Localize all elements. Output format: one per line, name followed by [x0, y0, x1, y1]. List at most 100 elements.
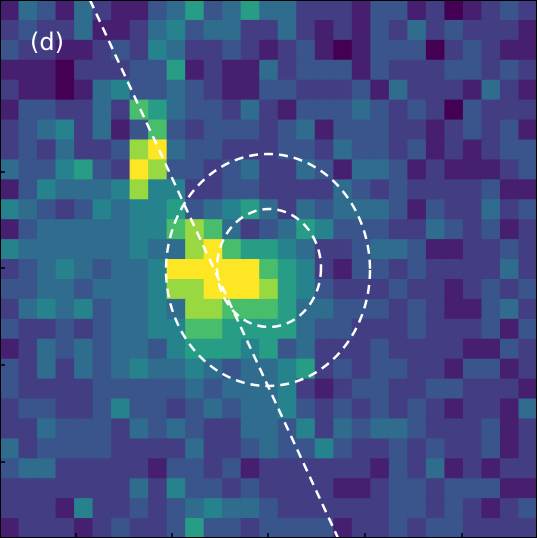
pixel-cell — [92, 259, 112, 280]
pixel-cell — [388, 19, 408, 41]
pixel-cell — [92, 99, 112, 121]
pixel-cell — [444, 318, 464, 340]
pixel-cell — [481, 518, 501, 538]
pixel-cell — [388, 338, 408, 360]
pixel-cell — [370, 438, 390, 459]
pixel-cell — [222, 478, 242, 499]
pixel-cell — [518, 378, 537, 400]
pixel-cell — [314, 438, 334, 459]
pixel-cell — [333, 478, 353, 499]
pixel-cell — [0, 59, 20, 81]
pixel-cell — [166, 298, 186, 320]
pixel-cell — [462, 378, 483, 400]
pixel-cell — [259, 19, 279, 41]
pixel-cell — [129, 159, 149, 180]
pixel-cell — [148, 179, 168, 200]
pixel-cell — [203, 119, 223, 141]
pixel-cell — [129, 239, 149, 260]
pixel-cell — [166, 239, 186, 260]
pixel-cell — [296, 19, 316, 41]
pixel-cell — [481, 219, 501, 240]
pixel-cell — [388, 39, 408, 61]
pixel-cell — [148, 418, 168, 439]
pixel-cell — [37, 219, 57, 240]
pixel-cell — [407, 19, 427, 41]
pixel-cell — [148, 398, 168, 420]
pixel-cell — [481, 79, 501, 101]
pixel-cell — [203, 159, 223, 180]
pixel-cell — [425, 199, 446, 220]
pixel-cell — [111, 498, 131, 519]
pixel-cell — [185, 199, 205, 220]
pixel-cell — [296, 0, 316, 21]
pixel-cell — [407, 239, 427, 260]
pixel-cell — [18, 119, 38, 141]
pixel-cell — [148, 99, 168, 121]
pixel-cell — [499, 458, 520, 479]
pixel-cell — [314, 239, 334, 260]
pixel-cell — [518, 498, 537, 519]
pixel-cell — [370, 338, 390, 360]
pixel-cell — [407, 478, 427, 499]
pixel-cell — [222, 458, 242, 479]
pixel-cell — [407, 139, 427, 161]
pixel-cell — [499, 259, 520, 280]
pixel-cell — [55, 139, 75, 161]
pixel-cell — [444, 518, 464, 538]
pixel-cell — [37, 418, 57, 439]
pixel-cell — [203, 139, 223, 161]
pixel-cell — [333, 498, 353, 519]
pixel-cell — [407, 418, 427, 439]
pixel-cell — [203, 378, 223, 400]
pixel-cell — [407, 338, 427, 360]
pixel-cell — [388, 79, 408, 101]
pixel-cell — [129, 298, 149, 320]
pixel-cell — [18, 0, 38, 21]
pixel-cell — [314, 79, 334, 101]
pixel-cell — [240, 119, 260, 141]
pixel-cell — [18, 478, 38, 499]
pixel-cell — [444, 139, 464, 161]
pixel-cell — [407, 458, 427, 479]
pixel-cell — [111, 259, 131, 280]
pixel-cell — [351, 239, 371, 260]
pixel-cell — [462, 159, 483, 180]
pixel-cell — [425, 79, 446, 101]
pixel-cell — [370, 298, 390, 320]
pixel-cell — [277, 119, 297, 141]
pixel-cell — [370, 219, 390, 240]
pixel-cell — [55, 318, 75, 340]
pixel-cell — [425, 298, 446, 320]
pixel-cell — [388, 358, 408, 380]
pixel-cell — [351, 278, 371, 300]
pixel-cell — [425, 0, 446, 21]
axis-ticks — [0, 171, 463, 538]
pixel-cell — [277, 39, 297, 61]
pixel-cell — [518, 119, 537, 141]
pixel-cell — [481, 0, 501, 21]
pixel-cell — [407, 438, 427, 459]
pixel-cell — [351, 39, 371, 61]
pixel-cell — [222, 518, 242, 538]
pixel-cell — [499, 418, 520, 439]
pixel-cell — [148, 119, 168, 141]
pixel-cell — [277, 259, 297, 280]
pixel-cell — [259, 39, 279, 61]
pixel-cell — [92, 418, 112, 439]
pixel-cell — [370, 59, 390, 81]
pixel-cell — [18, 298, 38, 320]
pixel-cell — [111, 59, 131, 81]
pixel-cell — [18, 458, 38, 479]
pixel-cell — [481, 418, 501, 439]
pixel-cell — [499, 59, 520, 81]
pixel-cell — [129, 119, 149, 141]
pixel-cell — [296, 398, 316, 420]
pixel-cell — [296, 418, 316, 439]
pixel-cell — [314, 219, 334, 240]
pixel-cell — [499, 219, 520, 240]
pixel-cell — [314, 518, 334, 538]
pixel-cell — [277, 59, 297, 81]
pixel-cell — [111, 199, 131, 220]
pixel-cell — [92, 358, 112, 380]
pixel-cell — [259, 278, 279, 300]
